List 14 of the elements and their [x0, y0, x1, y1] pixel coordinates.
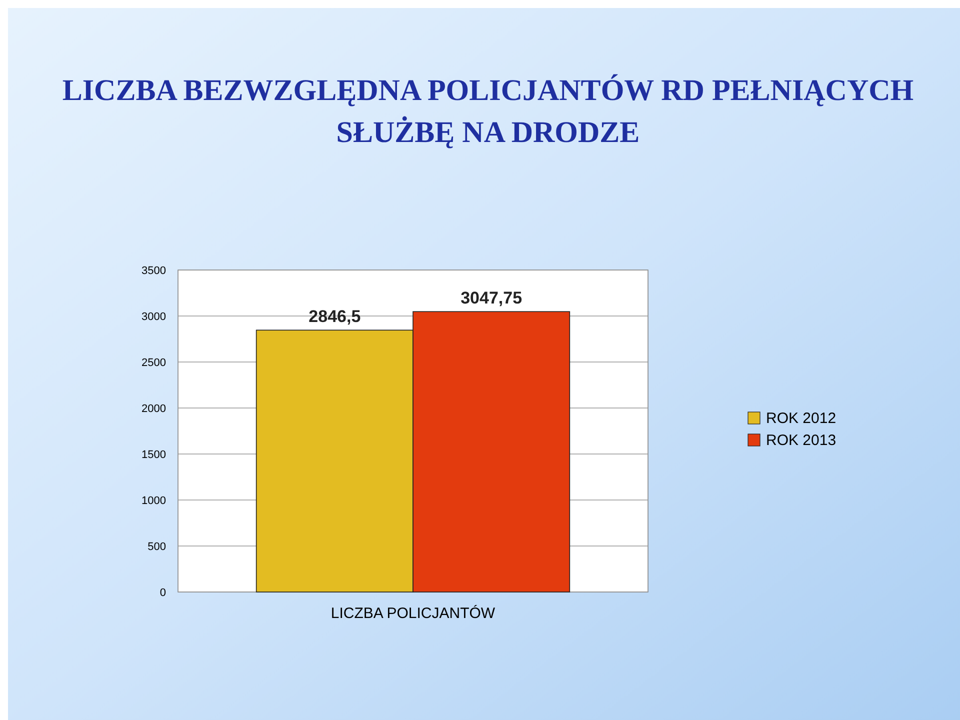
- y-tick-label: 500: [148, 541, 166, 553]
- y-tick-label: 1000: [142, 495, 166, 507]
- y-tick-label: 2000: [142, 403, 166, 415]
- y-tick-label: 3000: [142, 311, 166, 323]
- y-tick-label: 0: [160, 587, 166, 599]
- legend-label: ROK 2013: [766, 432, 836, 449]
- data-label: 2846,5: [308, 307, 361, 326]
- legend-label: ROK 2012: [766, 410, 836, 427]
- y-tick-label: 3500: [142, 265, 166, 277]
- data-label: 3047,75: [460, 288, 522, 308]
- chart-title: LICZBA BEZWZGLĘDNA POLICJANTÓW RD PEŁNIĄCYCH SŁUŻBĘ NA DRODZE: [62, 74, 914, 149]
- x-tick-label: LICZBA POLICJANTÓW: [330, 604, 496, 622]
- y-tick-label: 2500: [142, 357, 166, 369]
- y-tick-label: 1500: [142, 449, 166, 461]
